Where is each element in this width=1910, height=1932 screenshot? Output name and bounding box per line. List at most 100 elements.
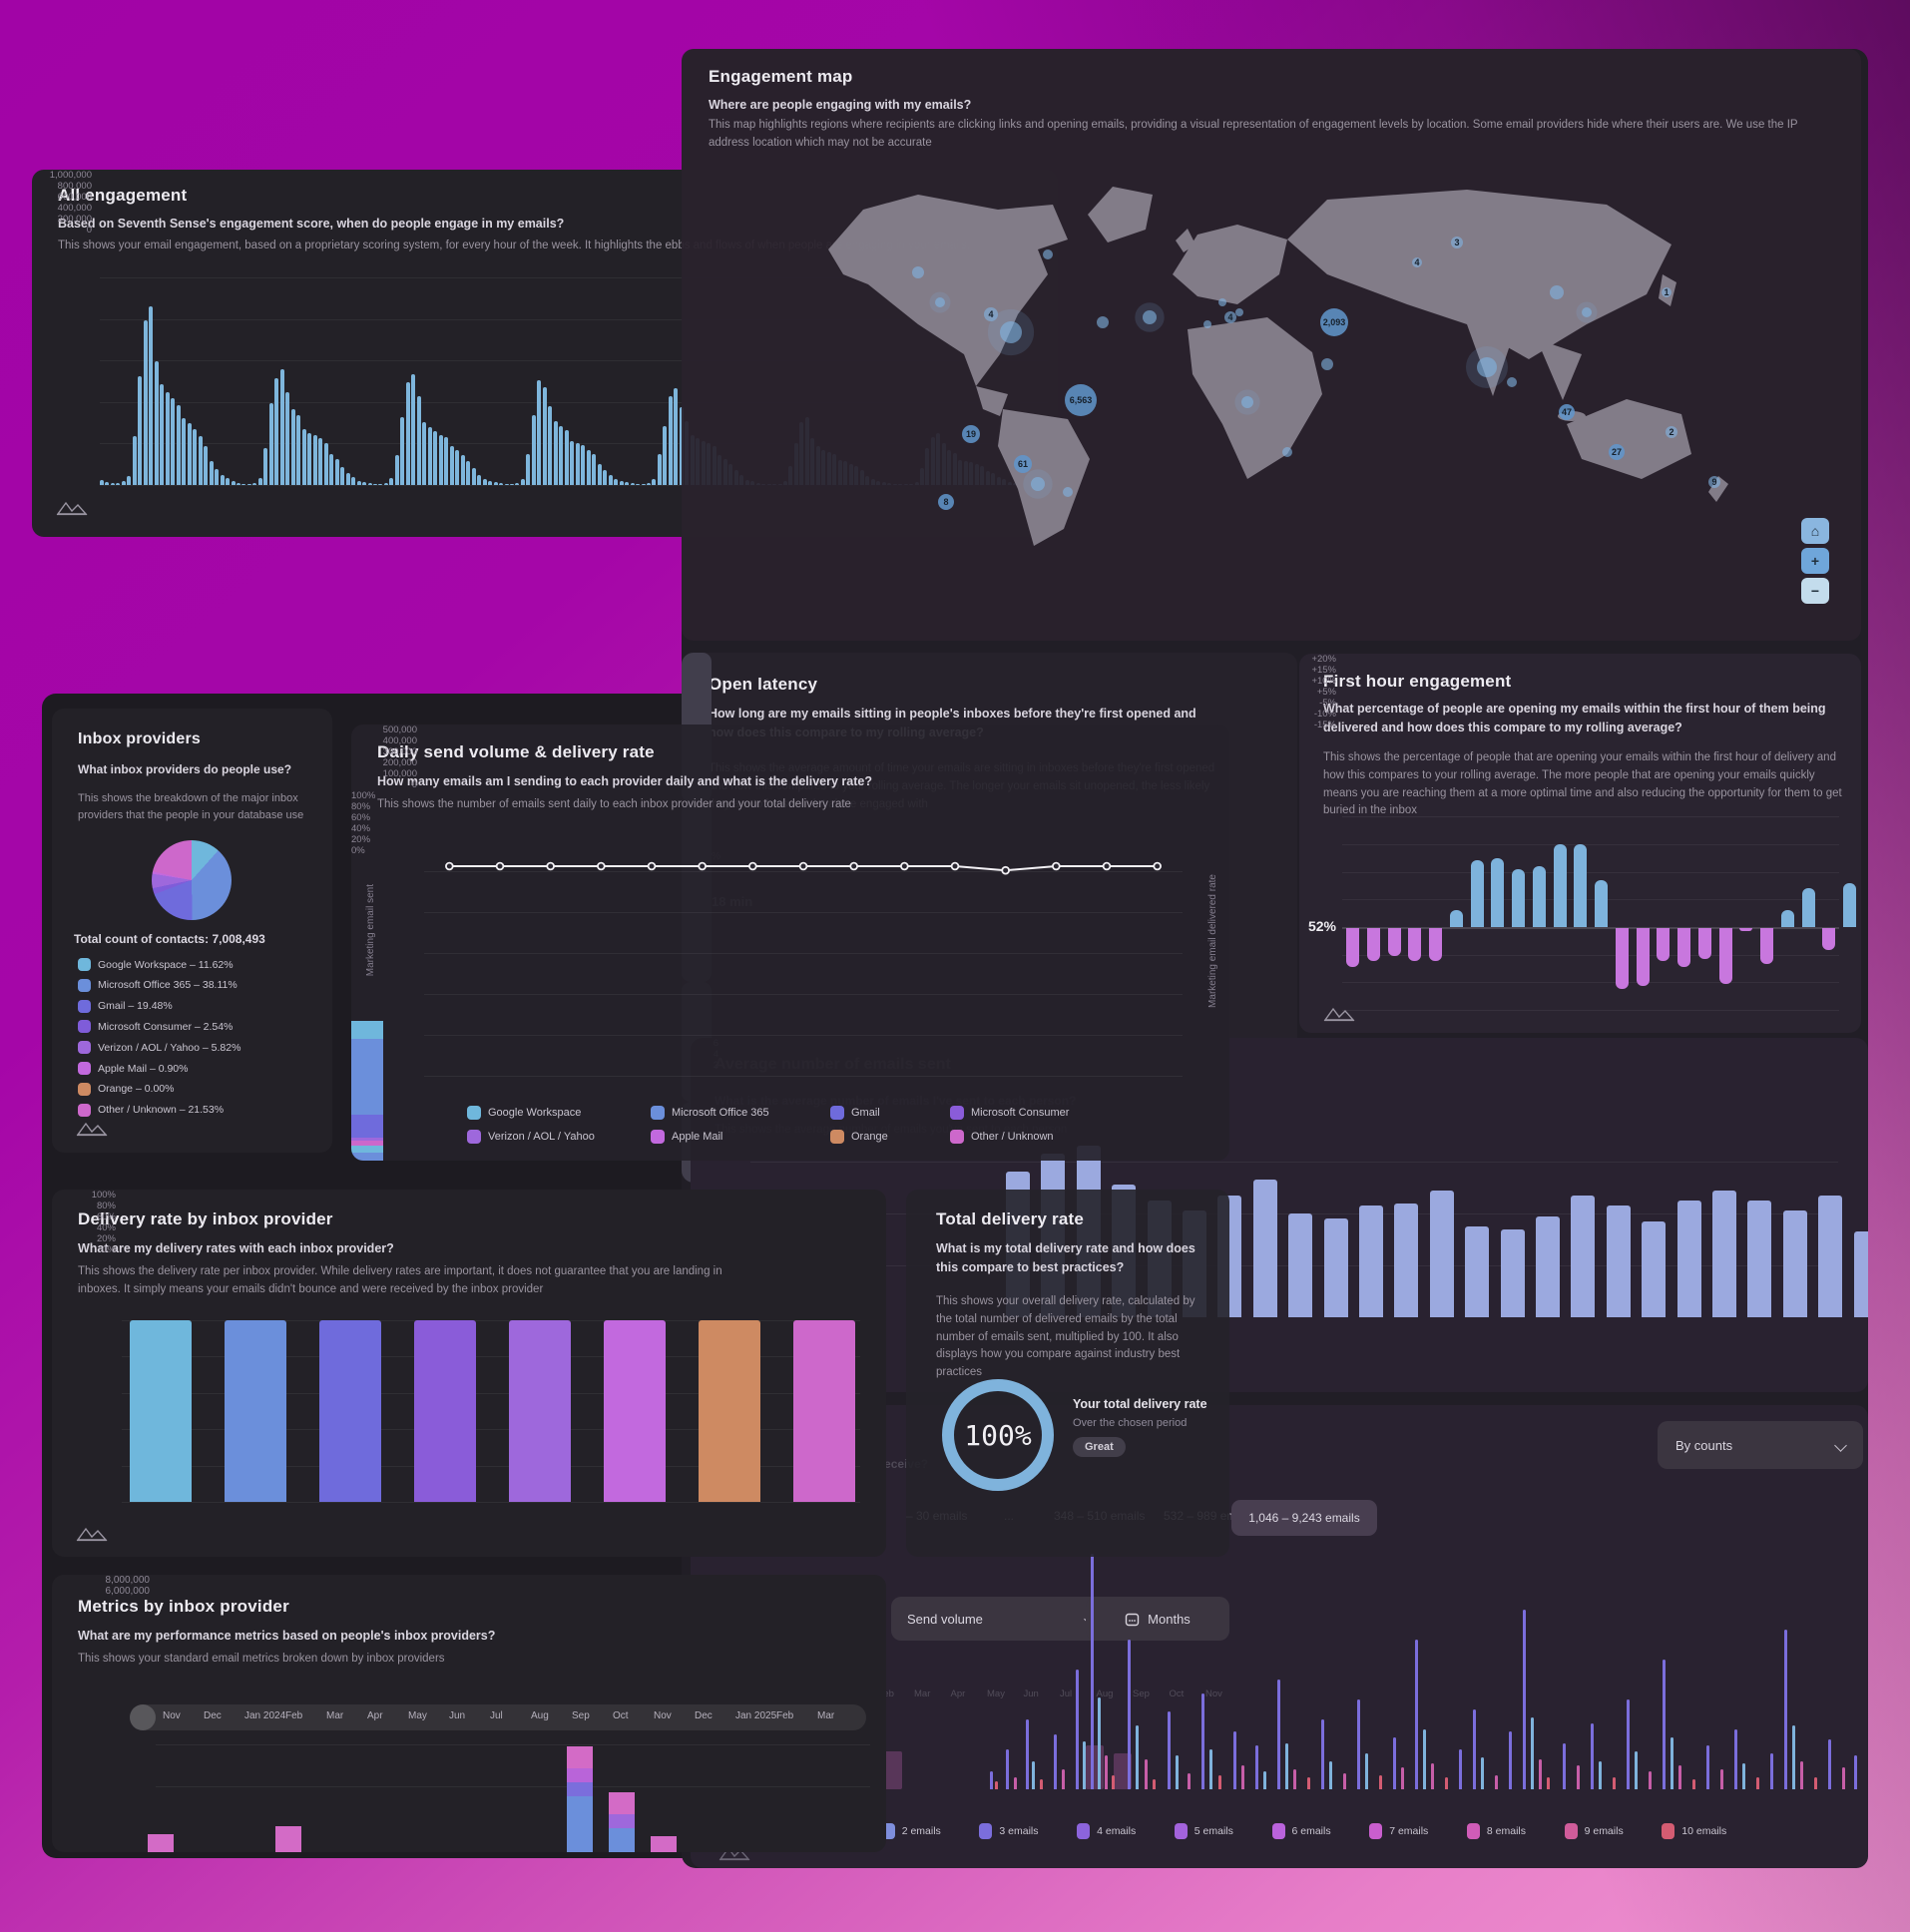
daily-send-legend: Google Workspace Microsoft Office 365 Gmai… — [351, 724, 1229, 1161]
send-volume-dropdown[interactable]: Send volume — [891, 1597, 1111, 1641]
bucket-selected-chip[interactable]: 1,046 – 9,243 emails — [1231, 1500, 1377, 1536]
map-bubble[interactable] — [1708, 476, 1720, 488]
map-zoom-out-button[interactable]: − — [1801, 578, 1829, 604]
panel-title: Metrics by inbox provider — [78, 1597, 289, 1616]
total-contacts: Total count of contacts: 7,008,493 — [74, 932, 265, 946]
x-tick-label: Jan — [1299, 807, 1581, 818]
map-bubble[interactable] — [938, 494, 954, 510]
scrubber-month: Mar — [817, 1710, 835, 1721]
legend-item: Verizon / AOL / Yahoo — [467, 1130, 595, 1144]
engagement-bar — [110, 483, 115, 485]
ghost-month-label: Nov — [1205, 1689, 1222, 1699]
map-bubble-count: 3 — [1454, 238, 1459, 247]
map-bubble[interactable] — [1218, 298, 1226, 306]
scrubber-handle[interactable] — [130, 1704, 156, 1730]
first-hour-bar-up — [1449, 910, 1463, 927]
map-bubble[interactable] — [1063, 487, 1073, 497]
map-bubble[interactable] — [1235, 308, 1243, 316]
y-tick-label: 6,000,000 — [105, 1586, 151, 1597]
map-home-button[interactable]: ⌂ — [1801, 518, 1829, 544]
delivery-bar — [699, 1320, 760, 1502]
map-bubble[interactable] — [1412, 257, 1422, 267]
ghost-volume-bar — [884, 1751, 902, 1789]
map-bubble[interactable] — [1143, 310, 1157, 324]
panel-engagement-map: Engagement map Where are people engaging… — [682, 49, 1861, 641]
stacked-bar-segment — [351, 1153, 383, 1161]
x-tick-label: Gmail — [52, 1275, 469, 1285]
avg-bar — [1606, 1206, 1631, 1317]
map-bubble[interactable] — [1065, 384, 1097, 416]
first-hour-bar-down — [1677, 928, 1690, 967]
legend-swatch — [651, 1130, 665, 1144]
first-hour-bar-up — [1574, 843, 1588, 927]
engagement-bar — [515, 483, 520, 485]
first-hour-bar-up — [1553, 843, 1567, 927]
map-bubble[interactable] — [1666, 426, 1677, 438]
gridline — [122, 1502, 860, 1503]
map-bubble[interactable] — [1203, 320, 1211, 328]
map-bubble[interactable] — [1662, 287, 1671, 297]
stacked-bar-segment — [351, 1021, 383, 1040]
stacked-bar-segment — [351, 1039, 383, 1116]
map-bubble[interactable] — [1477, 357, 1497, 377]
panel-daily-send-volume: Daily send volume & delivery rate How ma… — [351, 724, 1229, 1161]
legend-label: Microsoft Consumer – 2.54% — [98, 1020, 234, 1033]
map-bubble[interactable] — [912, 266, 924, 278]
map-bubble[interactable] — [1321, 358, 1333, 370]
legend-swatch — [78, 1082, 91, 1096]
map-bubble[interactable] — [962, 425, 980, 443]
map-bubble-count: 2 — [1669, 427, 1673, 437]
frequency-spike — [1136, 1725, 1139, 1789]
map-bubble[interactable] — [935, 297, 945, 307]
map-bubble[interactable] — [1451, 237, 1463, 248]
map-bubble[interactable] — [1507, 377, 1517, 387]
engagement-bar — [619, 480, 624, 485]
gridline — [424, 871, 1183, 872]
map-bubble[interactable] — [1282, 447, 1292, 457]
map-bubble[interactable] — [1320, 308, 1348, 336]
gridline — [1342, 899, 1839, 901]
map-bubble[interactable] — [1043, 249, 1053, 259]
frequency-spike — [1459, 1749, 1462, 1789]
gridline — [424, 953, 1183, 954]
frequency-spike — [1415, 1640, 1418, 1789]
legend-swatch — [1662, 1823, 1675, 1839]
seventh-sense-logo — [1323, 1007, 1355, 1022]
months-label: Months — [1148, 1611, 1191, 1627]
metrics-bar-segment — [275, 1826, 301, 1852]
donut-label: Your total delivery rate — [1073, 1397, 1207, 1411]
map-bubble[interactable] — [984, 307, 998, 321]
delivery-rate-value: 100% — [964, 1418, 1032, 1452]
by-counts-dropdown[interactable]: By counts — [1658, 1421, 1863, 1469]
map-bubble[interactable] — [1241, 396, 1253, 408]
delivery-bar — [225, 1320, 286, 1502]
frequency-spike — [1379, 1775, 1382, 1789]
months-button[interactable]: Months — [1086, 1597, 1229, 1641]
delivery-bar — [793, 1320, 855, 1502]
first-hour-bar-down — [1429, 928, 1442, 962]
map-bubble[interactable] — [1031, 477, 1045, 491]
legend-label: 3 emails — [999, 1825, 1039, 1837]
map-bubble[interactable] — [1582, 307, 1592, 317]
map-bubble[interactable] — [1550, 285, 1564, 299]
frequency-spike — [1495, 1775, 1498, 1789]
engagement-bar — [241, 483, 246, 485]
frequency-spike — [1091, 1554, 1094, 1789]
map-bubble[interactable] — [1014, 455, 1032, 473]
map-bubble[interactable] — [1000, 321, 1022, 343]
y-tick-label-right: 40% — [351, 823, 371, 834]
frequency-spike — [1742, 1763, 1745, 1789]
month-scrubber[interactable] — [130, 1704, 866, 1730]
frequency-spike — [1083, 1741, 1086, 1789]
map-bubble[interactable] — [1609, 444, 1625, 460]
map-zoom-in-button[interactable]: + — [1801, 548, 1829, 574]
engagement-bar — [279, 369, 284, 485]
map-bubble[interactable] — [1097, 316, 1109, 328]
engagement-bar — [657, 454, 662, 485]
frequency-spike — [1423, 1729, 1426, 1789]
first-hour-chart: +20%+15%+10%+5%52%-5%-10%-15%NovJanMarMa… — [1299, 654, 1861, 1033]
x-tick-label: Sep — [1299, 851, 1581, 862]
map-bubble[interactable] — [1559, 404, 1575, 420]
engagement-bar — [209, 461, 214, 485]
map-bubble[interactable] — [1224, 311, 1236, 323]
